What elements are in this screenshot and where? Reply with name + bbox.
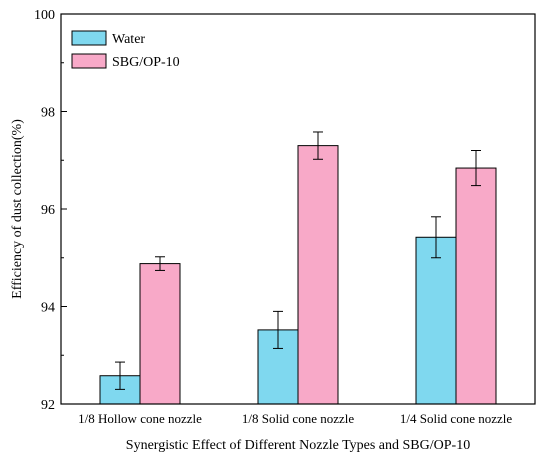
bar-sbg-op-10 xyxy=(455,167,497,405)
x-axis-ticks: 1/8 Hollow cone nozzle 1/8 Solid cone noz… xyxy=(78,398,512,426)
legend: Water SBG/OP-10 xyxy=(71,30,180,70)
y-axis-ticks: 92 94 96 98 100 xyxy=(34,8,67,413)
y-tick-label: 100 xyxy=(34,8,55,23)
error-bars xyxy=(115,131,481,390)
legend-swatch xyxy=(71,30,107,46)
x-tick-label: 1/8 Hollow cone nozzle xyxy=(78,411,202,426)
bar-water xyxy=(415,236,457,405)
legend-label: Water xyxy=(112,32,145,47)
bars xyxy=(99,145,497,405)
y-tick-label: 94 xyxy=(41,301,55,316)
y-tick-label: 98 xyxy=(41,106,55,121)
bar-sbg-op-10 xyxy=(297,145,339,405)
x-tick-label: 1/4 Solid cone nozzle xyxy=(400,411,513,426)
x-axis-label: Synergistic Effect of Different Nozzle T… xyxy=(126,438,470,453)
y-tick-label: 92 xyxy=(41,398,55,413)
legend-swatch xyxy=(71,53,107,69)
legend-label: SBG/OP-10 xyxy=(112,55,180,70)
bar-sbg-op-10 xyxy=(139,263,181,405)
x-tick-label: 1/8 Solid cone nozzle xyxy=(242,411,355,426)
y-tick-label: 96 xyxy=(41,203,55,218)
y-axis-label: Efficiency of dust collection(%) xyxy=(10,119,25,299)
